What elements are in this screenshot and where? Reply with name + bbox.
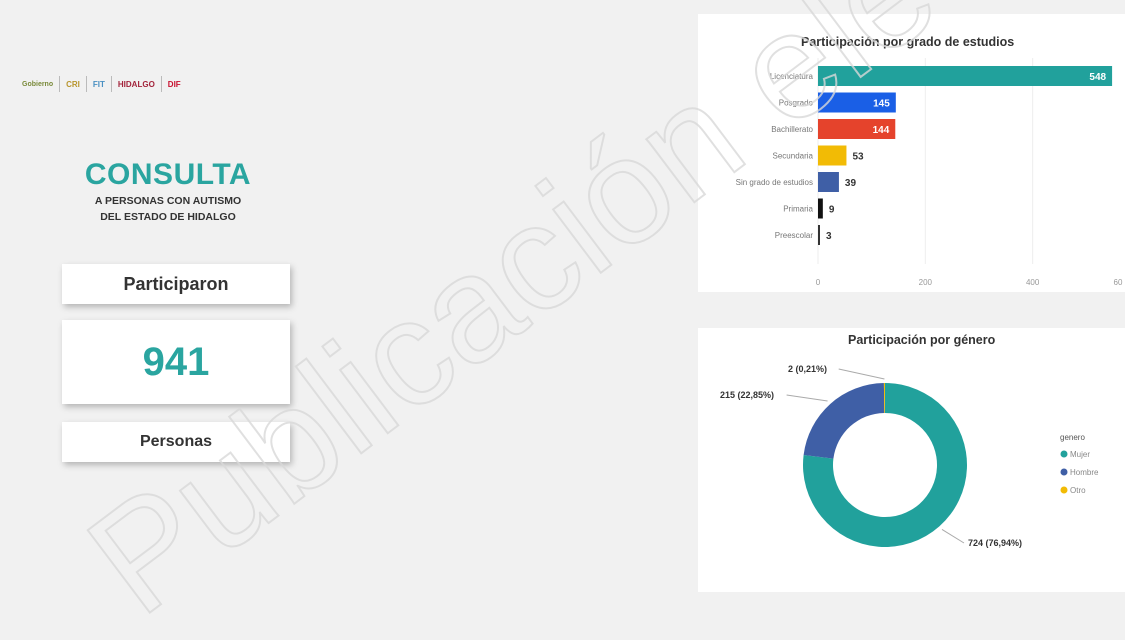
bar-value-label: 53 (852, 152, 864, 163)
logo-divider (110, 76, 112, 92)
category-label: Sin grado de estudios (736, 178, 813, 187)
personas-card: Personas (62, 422, 290, 462)
legend-item: Hombre (1070, 468, 1099, 477)
personas-label: Personas (139, 433, 213, 450)
slice-data-label: 724 (76,94%) (968, 538, 1022, 548)
leader-line (786, 394, 828, 402)
report-title: CONSULTA (84, 158, 252, 191)
gender-donut-chart: 724 (76,94%) 215 (22,85%) 2 (0,21%) genero M… (720, 364, 1099, 548)
logo-divider (160, 76, 162, 92)
bar-value-label: 145 (873, 99, 890, 110)
bar-value-label: 3 (826, 231, 832, 242)
category-label: Secundaria (773, 152, 814, 161)
x-tick-label: 400 (1026, 278, 1040, 287)
bar-value-label: 9 (829, 205, 835, 216)
studies-chart-panel: Participación por grado de estudios 0 200… (698, 14, 1125, 292)
report-title-block: CONSULTA A PERSONAS CON AUTISMO DEL ESTA… (58, 158, 278, 224)
category-label: Licenciatura (770, 72, 814, 81)
bar (818, 119, 896, 139)
category-label: Bachillerato (771, 125, 813, 134)
legend-marker (1060, 468, 1068, 476)
gender-chart-title: Participación por género (848, 333, 996, 347)
gobierno-logo: Gobierno (22, 80, 54, 88)
bar-value-label: 548 (1089, 72, 1106, 83)
bar (818, 66, 1113, 86)
bar (818, 172, 839, 192)
legend-item: Mujer (1070, 450, 1090, 459)
hidalgo-logo: HIDALGO (117, 79, 155, 89)
studies-chart-title: Participación por grado de estudios (801, 35, 1015, 49)
bar (818, 145, 847, 166)
gender-chart-panel: Participación por género 724 (76,94%) 215… (698, 328, 1125, 592)
slice-data-label: 215 (22,85%) (720, 390, 774, 400)
donut-slice (803, 383, 967, 547)
legend-item: Otro (1070, 486, 1086, 495)
logo-divider (59, 76, 61, 92)
x-tick-label: 0 (816, 278, 821, 287)
dif-logo: DIF (167, 79, 181, 89)
total-value: 941 (142, 339, 210, 384)
participaron-label: Participaron (123, 273, 229, 294)
leader-line (941, 528, 965, 544)
leader-line (838, 368, 885, 380)
report-subtitle-line2: DEL ESTADO DE HIDALGO (100, 211, 236, 223)
donut-slice (803, 383, 885, 459)
bar (818, 92, 896, 113)
fit-logo: FIT (92, 79, 105, 89)
cri-logo: CRI (66, 79, 80, 89)
bar-value-label: 144 (873, 125, 890, 136)
category-label: Preescolar (775, 231, 814, 240)
bar-value-label: 39 (845, 178, 857, 189)
studies-bar-chart: 0 200 400 60 Licenciatura 548 Posgrado 145 Bachi… (736, 58, 1123, 287)
category-label: Primaria (783, 205, 813, 214)
legend-marker (1060, 486, 1068, 494)
participaron-card: Participaron (62, 264, 290, 304)
x-tick-label: 200 (919, 278, 933, 287)
legend-marker (1060, 450, 1068, 458)
logo-divider (85, 76, 87, 92)
report-subtitle-line1: A PERSONAS CON AUTISMO (94, 195, 242, 207)
category-label: Posgrado (779, 99, 814, 108)
total-card: 941 (62, 320, 290, 404)
slice-data-label: 2 (0,21%) (788, 364, 827, 374)
bar (818, 198, 823, 219)
legend-title: genero (1060, 433, 1085, 442)
x-tick-label: 60 (1114, 278, 1123, 287)
bar (818, 225, 820, 245)
logo-strip: Gobierno CRI FIT HIDALGO DIF (22, 76, 181, 92)
donut-slice (883, 383, 885, 414)
